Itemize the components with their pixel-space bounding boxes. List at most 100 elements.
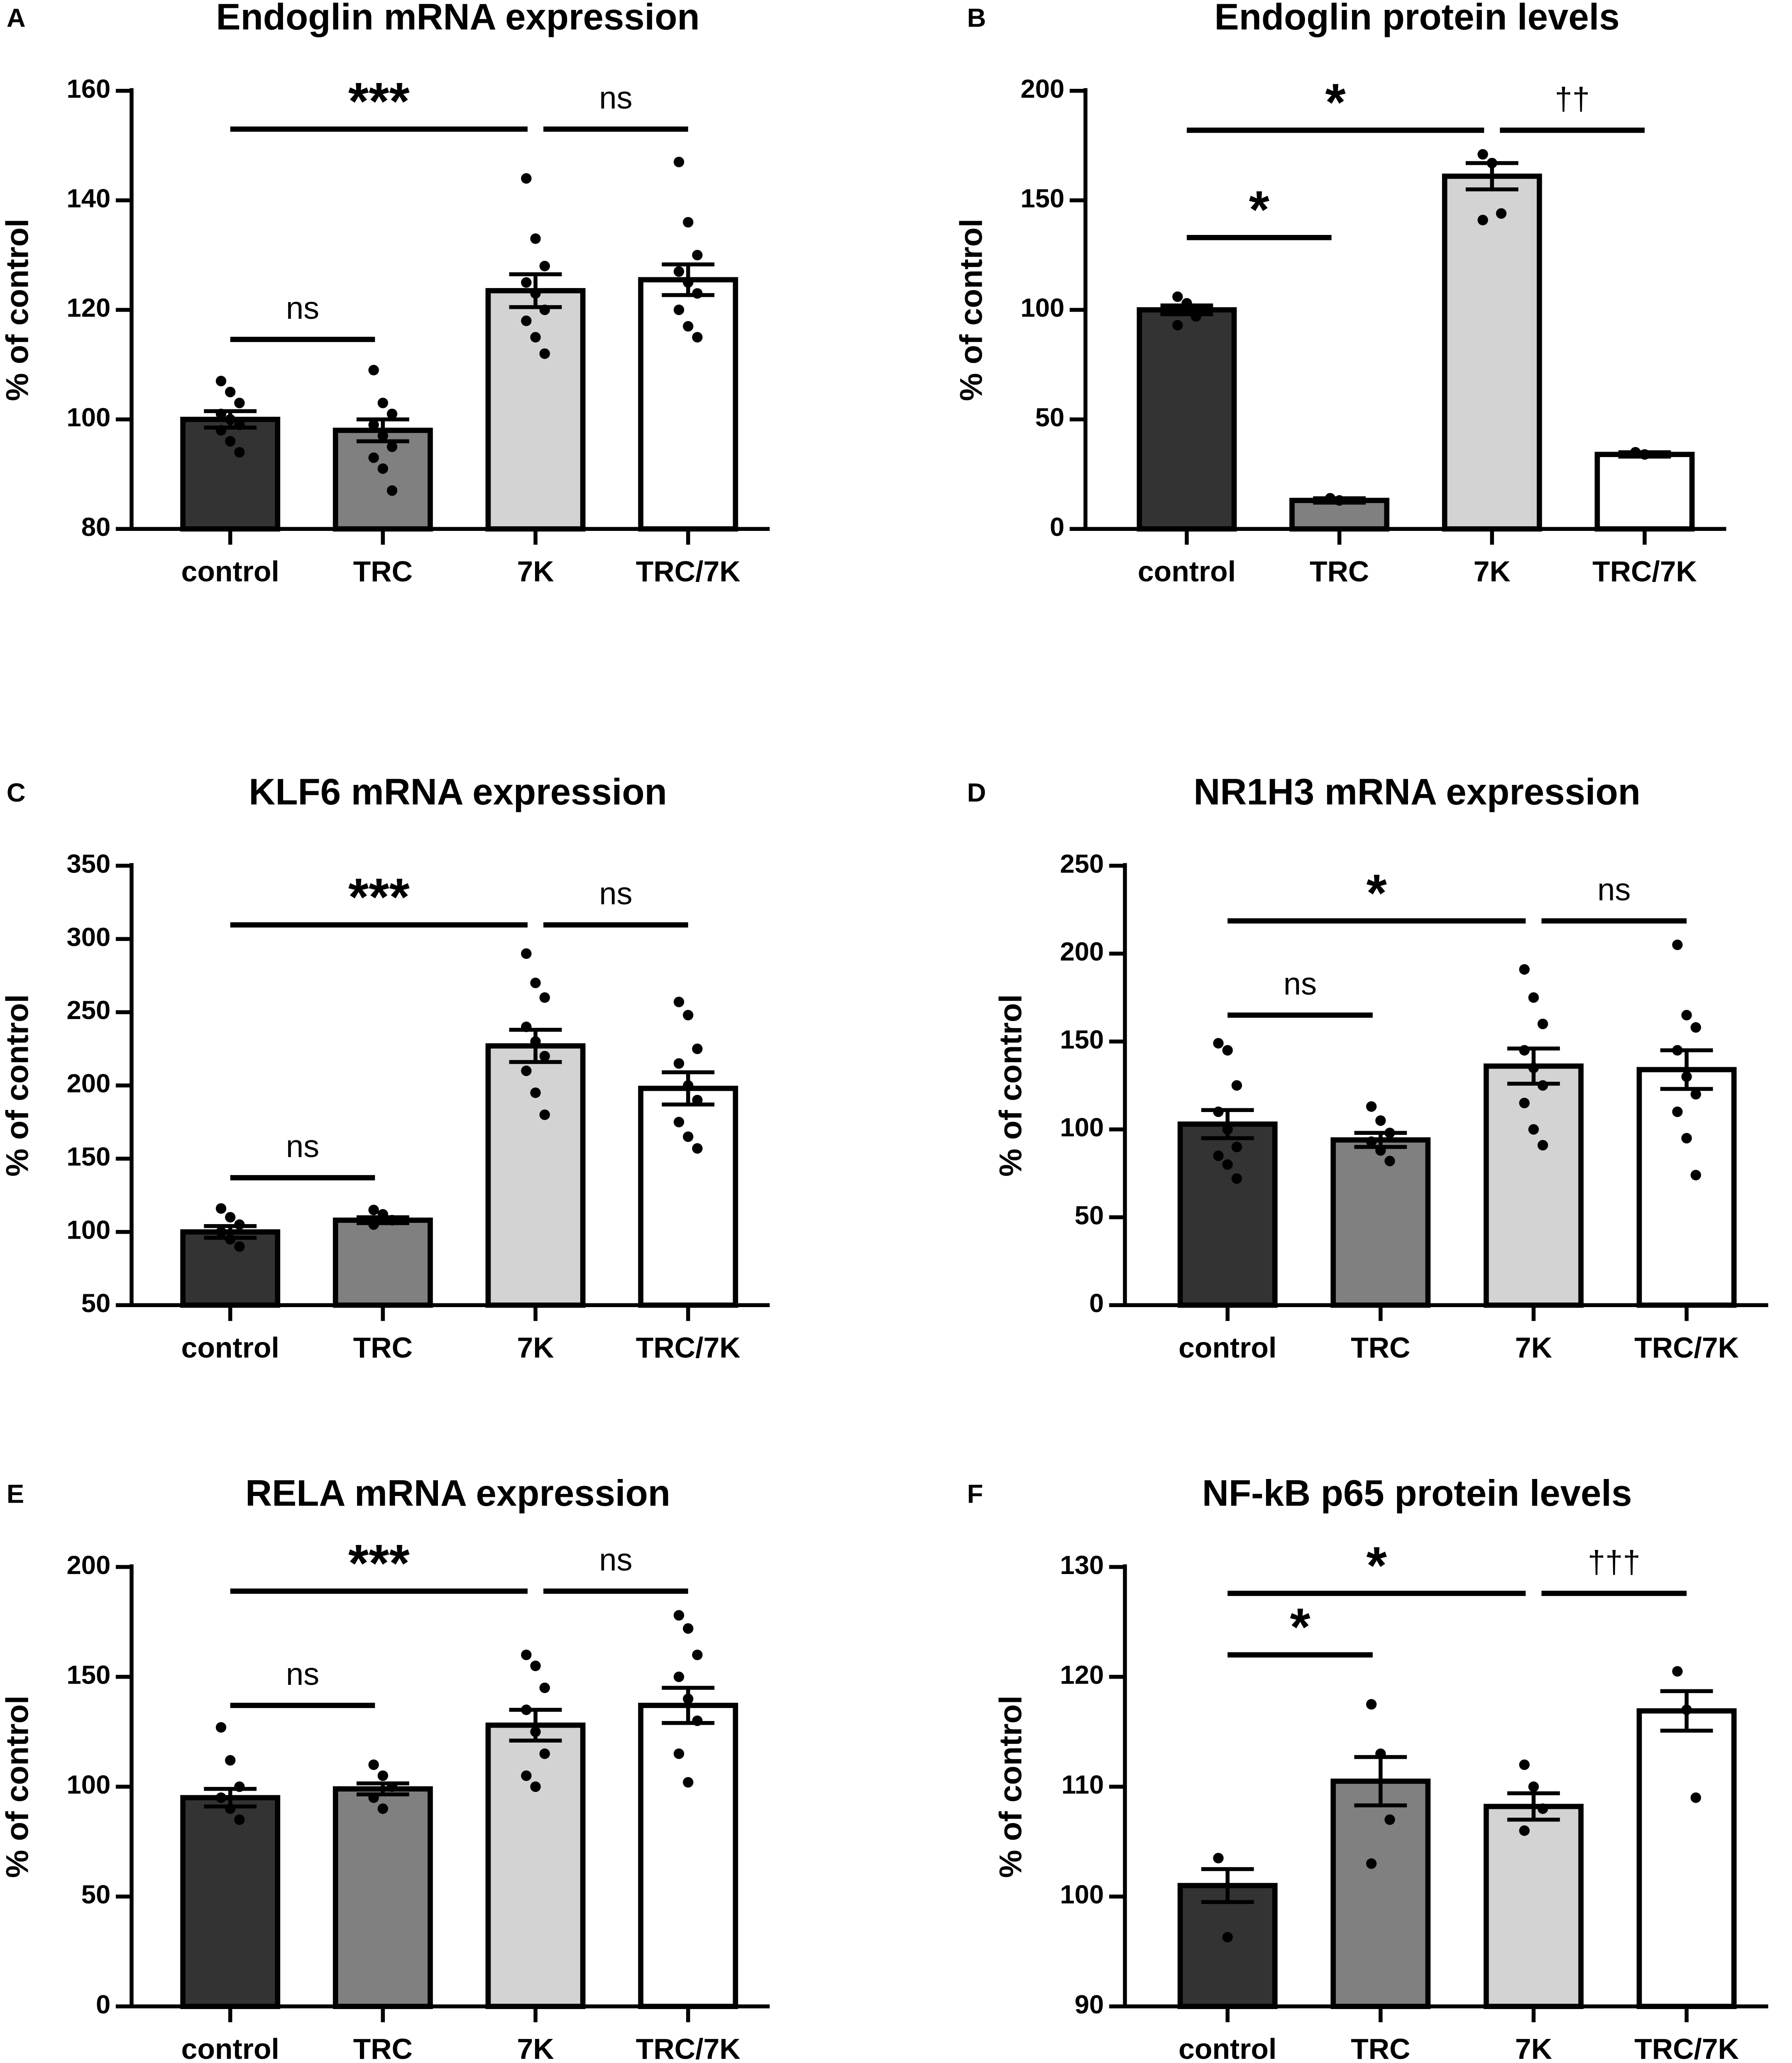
data-point <box>1366 1101 1377 1112</box>
significance-label: ns <box>286 1129 319 1164</box>
data-point <box>368 1759 379 1770</box>
data-point <box>377 1770 389 1781</box>
data-point <box>1519 964 1530 975</box>
data-point <box>1681 1071 1692 1082</box>
y-tick-label: 130 <box>1060 1551 1104 1580</box>
y-axis-label: % of control <box>993 1696 1029 1878</box>
data-point <box>692 332 703 343</box>
data-point <box>530 1087 541 1098</box>
data-point <box>1375 1115 1386 1126</box>
panel: A Endoglin mRNA expression % of control 80 1… <box>0 0 770 587</box>
data-point <box>521 1650 532 1660</box>
x-tick-label: TRC <box>353 1331 413 1364</box>
y-tick-label: 300 <box>66 923 110 952</box>
bar <box>638 1703 738 2009</box>
y-axis-label: % of control <box>0 994 35 1176</box>
data-point <box>1690 1022 1701 1033</box>
data-point <box>1630 447 1641 458</box>
data-point <box>1681 1133 1692 1144</box>
data-point <box>673 266 685 277</box>
x-tick-label: 7K <box>1474 555 1511 587</box>
data-point <box>1519 1045 1530 1056</box>
data-point <box>1477 149 1488 160</box>
x-tick-label: TRC/7K <box>636 555 741 587</box>
data-point <box>215 425 227 436</box>
chart-title: NR1H3 mRNA expression <box>1193 771 1640 812</box>
data-point <box>1334 495 1345 506</box>
significance-label: ns <box>1283 966 1317 1002</box>
data-point <box>539 304 550 315</box>
significance-label: ns <box>599 876 632 912</box>
x-tick-label: 7K <box>517 2033 554 2063</box>
data-point <box>1537 1019 1548 1029</box>
chart-title: KLF6 mRNA expression <box>249 771 667 812</box>
data-point <box>215 376 227 386</box>
chart-title: RELA mRNA expression <box>245 1472 670 1513</box>
y-tick-label: 250 <box>1060 849 1104 878</box>
data-point <box>377 430 389 441</box>
data-point <box>1384 1127 1395 1138</box>
data-point <box>692 1143 703 1154</box>
significance-label: ††† <box>1588 1545 1640 1580</box>
panel-letter: A <box>7 3 26 32</box>
data-point <box>234 419 245 430</box>
data-point <box>1222 1932 1233 1943</box>
x-tick-label: control <box>181 555 279 587</box>
data-point <box>530 1036 541 1047</box>
data-point <box>1384 1814 1395 1825</box>
panel-letter: C <box>7 778 26 807</box>
data-point <box>1639 449 1650 460</box>
data-point <box>673 1672 685 1682</box>
data-point <box>539 261 550 271</box>
bar <box>638 1085 738 1308</box>
data-point <box>1690 1170 1701 1181</box>
data-point <box>1213 1106 1224 1117</box>
data-point <box>521 1022 532 1032</box>
data-point <box>692 288 703 299</box>
data-point <box>1672 939 1683 950</box>
y-axis-label: % of control <box>993 994 1029 1176</box>
bar <box>1636 1067 1737 1308</box>
y-tick-label: 100 <box>1060 1113 1104 1142</box>
data-point <box>683 217 694 228</box>
y-tick-label: 100 <box>66 1770 110 1799</box>
y-tick-label: 50 <box>1075 1201 1104 1230</box>
data-point <box>1181 298 1192 309</box>
data-point <box>377 1209 389 1220</box>
significance-label: ns <box>599 80 632 115</box>
data-point <box>530 1726 541 1737</box>
significance-label: * <box>1249 180 1270 239</box>
data-point <box>683 1010 694 1021</box>
data-point <box>1366 1136 1377 1147</box>
y-tick-label: 120 <box>66 293 110 323</box>
y-tick-label: 150 <box>1060 1025 1104 1054</box>
significance-label: * <box>1367 1536 1387 1595</box>
data-point <box>368 1792 379 1803</box>
data-point <box>386 485 398 496</box>
data-point <box>368 452 379 463</box>
y-axis-label: % of control <box>0 219 35 401</box>
significance-label: *** <box>348 1534 410 1593</box>
data-point <box>368 419 379 430</box>
data-point <box>1172 320 1183 331</box>
bar <box>485 1722 586 2009</box>
data-point <box>1519 1825 1530 1836</box>
bar <box>1137 307 1237 532</box>
significance-label: *** <box>348 72 410 131</box>
y-tick-label: 100 <box>66 1216 110 1245</box>
data-point <box>539 1109 550 1120</box>
panel: F NF-kB p65 protein levels % of control 90 1… <box>967 1472 1768 2063</box>
x-tick-label: TRC <box>1351 1331 1410 1364</box>
y-tick-label: 120 <box>1060 1660 1104 1689</box>
y-tick-label: 200 <box>66 1069 110 1098</box>
data-point <box>1537 1080 1548 1091</box>
chart-title: Endoglin mRNA expression <box>216 0 699 37</box>
data-point <box>225 1212 236 1223</box>
data-point <box>1519 1759 1530 1770</box>
data-point <box>386 1781 398 1792</box>
bar <box>485 288 586 532</box>
y-tick-label: 150 <box>1020 184 1064 213</box>
significance-label: * <box>1325 73 1346 132</box>
data-point <box>683 1693 694 1704</box>
y-tick-label: 150 <box>66 1142 110 1171</box>
